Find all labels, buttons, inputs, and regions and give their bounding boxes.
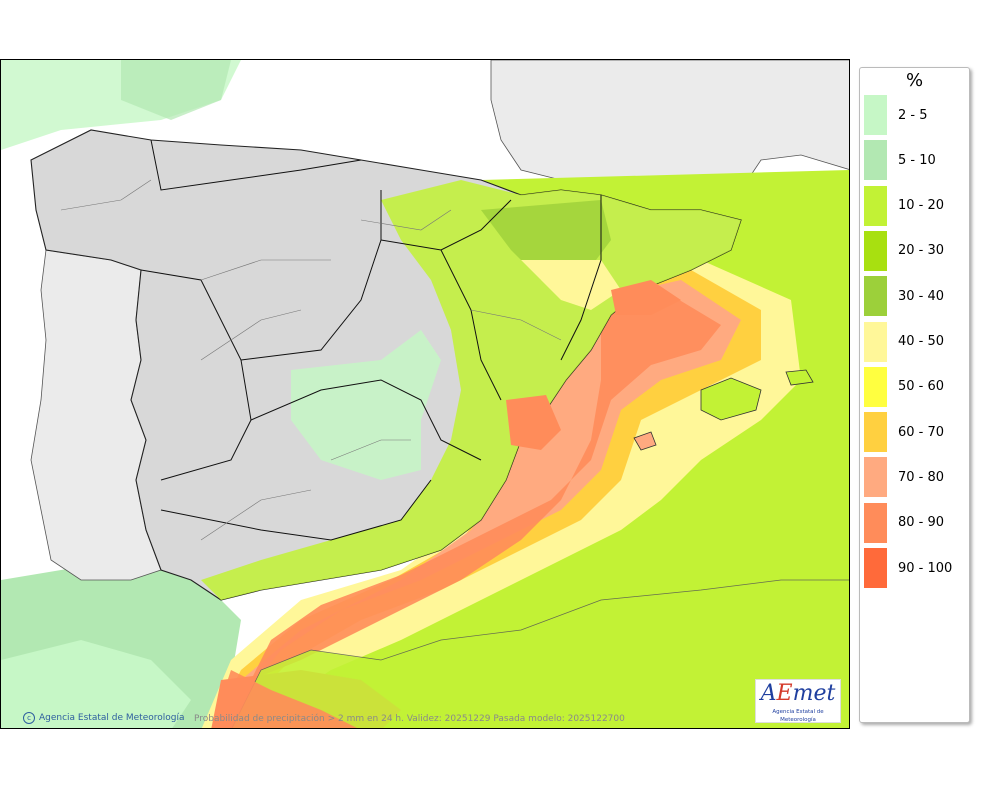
field-morocco-high: [211, 670, 357, 728]
legend-item: 40 - 50: [864, 321, 945, 362]
legend-label: 60 - 70: [898, 424, 945, 440]
legend-item: 30 - 40: [864, 276, 945, 317]
legend-swatch: [864, 548, 887, 588]
logo-subtitle: Agencia Estatal de Meteorología: [772, 709, 824, 723]
legend-item: 20 - 30: [864, 230, 945, 271]
legend-label: 10 - 20: [898, 198, 945, 214]
field-tarragona-80: [611, 280, 681, 315]
legend-label: 30 - 40: [898, 288, 945, 304]
aemet-logo: AEmet Agencia Estatal de Meteorología: [755, 679, 841, 723]
legend-item: 2 - 5: [864, 95, 928, 135]
field-cantabrian: [121, 60, 231, 120]
legend-item: 50 - 60: [864, 366, 945, 407]
map-caption: Probabilidad de precipitación > 2 mm en …: [194, 714, 625, 724]
legend-item: 5 - 10: [864, 140, 936, 181]
legend-item: 70 - 80: [864, 457, 945, 498]
ibiza-island: [633, 431, 657, 451]
legend-item: 10 - 20: [864, 185, 945, 226]
legend-item: 80 - 90: [864, 502, 945, 543]
legend-swatch: [864, 230, 887, 271]
field-southwest-light: [1, 640, 191, 728]
legend-label: 2 - 5: [898, 107, 928, 123]
legend-swatch: [864, 95, 887, 135]
legend-item: 60 - 70: [864, 412, 945, 453]
legend-swatch: [864, 321, 887, 362]
mallorca-island: [700, 377, 762, 421]
legend-swatch: [864, 276, 887, 317]
legend-label: 5 - 10: [898, 152, 936, 168]
legend-swatch: [864, 412, 887, 453]
credit-line: c Agencia Estatal de Meteorología: [23, 712, 185, 724]
legend-panel: % 2 - 5 5 - 10 10 - 20 20 - 30 30 - 40 40 - 5…: [859, 67, 970, 723]
north-africa-landmass: [231, 579, 849, 728]
field-central-spain: [291, 330, 441, 480]
field-mediterranean-80: [251, 295, 721, 680]
precipitation-probability-map: c Agencia Estatal de Meteorología Probab…: [0, 59, 850, 729]
legend-unit: %: [905, 70, 924, 91]
legend-swatch: [864, 366, 887, 407]
legend-label: 90 - 100: [898, 560, 953, 576]
legend-swatch: [864, 185, 887, 226]
logo-mark: AEmet: [760, 681, 836, 706]
field-ebro-40: [521, 260, 621, 310]
legend-item: 90 - 100: [864, 548, 952, 588]
legend-label: 50 - 60: [898, 379, 945, 395]
credit-text: Agencia Estatal de Meteorología: [39, 713, 185, 723]
legend-label: 80 - 90: [898, 515, 945, 531]
map-canvas: [1, 60, 849, 728]
copyright-icon: c: [23, 712, 35, 724]
legend-swatch: [864, 140, 887, 181]
legend-label: 20 - 30: [898, 243, 945, 259]
legend-swatch: [864, 502, 887, 543]
legend-label: 40 - 50: [898, 334, 945, 349]
legend-label: 70 - 80: [898, 469, 945, 485]
menorca-island: [785, 369, 814, 386]
field-valencia-80: [506, 395, 561, 450]
legend-swatch: [864, 457, 887, 498]
province-boundaries: [60, 179, 562, 541]
